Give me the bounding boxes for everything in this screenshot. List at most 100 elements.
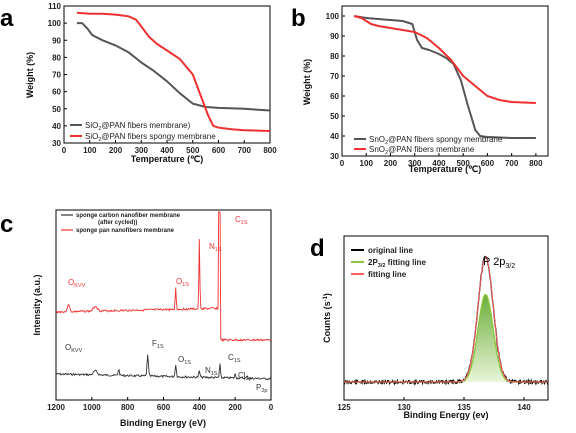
series-line-b-1 — [353, 15, 536, 104]
x-tick-label-b-1: 100 — [360, 159, 374, 168]
y-tick-label-b-5: 80 — [330, 52, 339, 61]
y-tick-label-b-7: 100 — [326, 12, 340, 21]
y-axis-label-c: Intensity (a.u.) — [32, 274, 42, 335]
series-line-a-0 — [76, 22, 271, 112]
x-tick-label-c-6: 0 — [269, 403, 274, 412]
x-tick-label-a-3: 300 — [135, 146, 149, 155]
series-d — [343, 255, 549, 386]
plot-frame-b — [341, 5, 549, 157]
x-tick-label-c-1: 1000 — [83, 403, 101, 412]
peak-label-red-1: O1S — [176, 277, 189, 288]
plot-frame-d — [343, 235, 549, 401]
series-line-c-0 — [55, 354, 272, 381]
peak-label-black-1: F1S — [152, 339, 164, 350]
y-tick-label-b-4: 70 — [330, 72, 339, 81]
peak-label-black-5: Cl2p — [238, 371, 252, 382]
x-tick-label-d-2: 135 — [457, 403, 471, 412]
series-line-d-2 — [344, 256, 548, 383]
series-line-d-1 — [344, 293, 548, 383]
panel-letter-c: c — [0, 211, 13, 238]
x-tick-label-b-4: 400 — [432, 159, 446, 168]
x-tick-label-a-4: 400 — [160, 146, 174, 155]
legend-label-b-0: SnO2@PAN fibers spongy membrane — [369, 135, 503, 146]
series-c — [55, 210, 272, 381]
panel-c: c 1200 1000 800 600 400 200 0 OKVV O1S N1S C1S OKV… — [0, 209, 274, 428]
legend-label-a-1: SiO2@PAN fibers spongy membrane — [85, 132, 216, 143]
x-tick-label-b-8: 800 — [529, 159, 543, 168]
legend-label-c-0: sponge carbon nanofiber membrane — [76, 213, 181, 219]
panel-letter-b: b — [291, 5, 306, 32]
legend-label-d-1: 2P3/2 fitting line — [368, 258, 426, 269]
x-tick-label-d-0: 125 — [337, 403, 351, 412]
peak-label-red-2: N1S — [209, 242, 222, 253]
x-tick-label-a-8: 800 — [263, 146, 277, 155]
panel-b: b 0 100 200 300 400 500 600 700 800 30 40 50 60 70 80 9… — [291, 5, 549, 174]
x-tick-label-c-2: 800 — [121, 403, 135, 412]
x-axis-label-c: Binding Energy (eV) — [120, 418, 206, 428]
panel-letter-d: d — [310, 235, 325, 262]
legend-a: SiO2@PAN fibers membrane) SiO2@PAN fiber… — [70, 121, 216, 143]
x-tick-label-c-5: 200 — [228, 403, 242, 412]
ticks-b: 0 100 200 300 400 500 600 700 800 30 40 50 60 70 80 90 1… — [326, 12, 543, 168]
peak-label-black-2: O1S — [178, 355, 191, 366]
x-axis-label-a: Temperature (℃) — [131, 154, 203, 164]
x-tick-label-b-0: 0 — [340, 159, 345, 168]
y-tick-label-a-7: 100 — [48, 19, 62, 28]
legend-label-d-0: original line — [368, 246, 413, 255]
fit-area-d — [344, 294, 548, 382]
x-tick-label-a-1: 100 — [83, 146, 97, 155]
series-line-b-0 — [353, 15, 536, 139]
x-tick-label-b-6: 600 — [481, 159, 495, 168]
x-tick-label-a-0: 0 — [62, 146, 67, 155]
x-tick-label-c-3: 600 — [157, 403, 171, 412]
series-b — [353, 15, 536, 139]
panel-letter-a: a — [0, 5, 14, 32]
peak-label-red-0: OKVV — [68, 278, 86, 289]
x-tick-label-a-6: 600 — [212, 146, 226, 155]
y-tick-label-a-6: 90 — [52, 36, 61, 45]
y-tick-label-a-1: 40 — [52, 122, 61, 131]
y-axis-label-d: Counts (s-1) — [322, 293, 332, 343]
y-tick-label-a-8: 110 — [48, 2, 61, 11]
series-line-c-1 — [55, 210, 272, 342]
y-tick-label-b-2: 50 — [330, 112, 339, 121]
x-tick-label-a-7: 700 — [238, 146, 252, 155]
legend-label-a-0: SiO2@PAN fibers membrane) — [85, 121, 191, 132]
legend-b: SnO2@PAN fibers spongy membrane SnO2@PAN… — [354, 135, 503, 156]
panel-d: d 125 130 135 140 P 2p3/2 Binding Energy (e… — [310, 235, 549, 420]
ticks-c: 1200 1000 800 600 400 200 0 — [47, 397, 274, 412]
x-tick-label-d-3: 140 — [517, 403, 531, 412]
x-tick-label-c-4: 400 — [193, 403, 207, 412]
panel-a: a 0 100 200 300 400 500 600 700 800 30 40 50 60 70 80 9… — [0, 2, 277, 164]
x-axis-label-b: Temperature (℃) — [409, 164, 481, 174]
y-tick-label-a-3: 60 — [52, 88, 61, 97]
peak-label-red-3: C1S — [235, 215, 248, 226]
y-tick-label-a-4: 70 — [52, 71, 61, 80]
y-tick-label-b-3: 60 — [330, 92, 339, 101]
series-a — [76, 11, 271, 132]
peak-label-black-6: P2p — [256, 383, 267, 394]
ticks-d: 125 130 135 140 — [337, 397, 531, 412]
peak-label-black-0: OKVV — [65, 343, 83, 354]
y-tick-label-a-5: 80 — [52, 53, 61, 62]
y-axis-label-b: Weight (%) — [302, 59, 312, 105]
peak-annotation-d: P 2p3/2 — [483, 256, 515, 270]
x-tick-label-b-5: 500 — [456, 159, 470, 168]
y-tick-label-b-1: 40 — [330, 132, 339, 141]
y-tick-label-a-2: 50 — [52, 105, 61, 114]
x-tick-label-b-2: 200 — [384, 159, 398, 168]
legend-label-b-1: SnO2@PAN fibers membrane — [369, 145, 475, 156]
peak-label-black-3: N1S — [205, 366, 218, 377]
y-tick-label-b-0: 30 — [330, 152, 339, 161]
legend-label-c-1: sponge pan nanofibers membrane — [76, 228, 175, 234]
x-tick-label-b-7: 700 — [505, 159, 519, 168]
y-tick-label-a-0: 30 — [52, 139, 61, 148]
x-tick-label-b-3: 300 — [408, 159, 422, 168]
x-tick-label-c-0: 1200 — [47, 403, 65, 412]
legend-c: sponge carbon nanofiber membrane (after … — [61, 213, 181, 234]
ticks-a: 0 100 200 300 400 500 600 700 800 30 40 50 60 70 80 90 1… — [48, 2, 278, 155]
legend-label-c-0b: (after cycled)) — [98, 220, 137, 226]
peak-label-black-4: C1S — [228, 353, 241, 364]
x-tick-label-a-2: 200 — [109, 146, 123, 155]
